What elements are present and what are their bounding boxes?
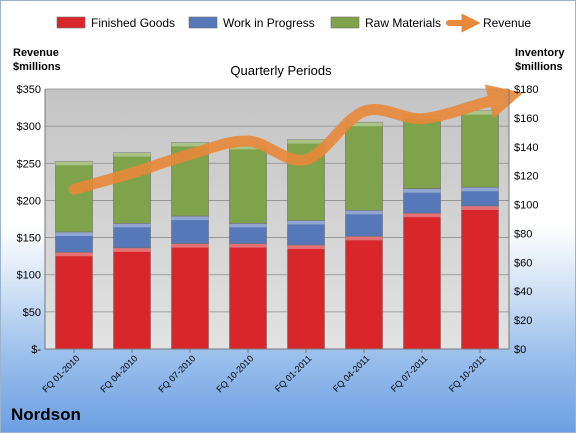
bar-segment-highlight [287, 139, 325, 144]
bar-segment-highlight [171, 216, 209, 221]
bar-segment [55, 251, 93, 350]
right-axis-tick-label: $20 [514, 315, 532, 327]
x-axis-tick-label: FQ 07-2011 [389, 353, 430, 394]
revenue-line [68, 84, 524, 195]
right-axis-tick-label: $140 [514, 142, 538, 154]
left-axis-tick-label: $100 [17, 270, 41, 282]
right-axis-tick-label: $80 [514, 228, 532, 240]
right-axis-title-line1: Inventory [515, 47, 565, 59]
bar-segment-highlight [287, 220, 325, 225]
left-axis-tick-label: $- [31, 344, 41, 356]
x-axis-tick-label: FQ 04-2010 [98, 353, 139, 394]
right-axis-tick-label: $40 [514, 286, 532, 298]
right-axis-tick-label: $0 [514, 344, 526, 356]
x-axis-tick-label: FQ 04-2011 [331, 353, 372, 394]
bar-segment [345, 121, 383, 211]
bar-segment [403, 212, 441, 350]
x-axis-tick-label: FQ 01-2011 [273, 353, 314, 394]
right-axis-title-line2: $millions [515, 61, 563, 73]
left-axis-tick-label: $150 [17, 233, 41, 245]
legend-label: Raw Materials [365, 16, 441, 30]
right-axis-tick-label: $160 [514, 113, 538, 125]
x-axis-tick-label: FQ 01-2010 [40, 353, 81, 394]
left-axis-title-line2: $millions [13, 61, 61, 73]
bar-segment-highlight [55, 252, 93, 257]
legend-label: Revenue [483, 16, 531, 30]
bar-segment [461, 205, 499, 350]
bar-segment [171, 243, 209, 350]
bar-segment-highlight [461, 206, 499, 210]
bar-segment-highlight [171, 243, 209, 248]
bar-segment [113, 223, 151, 249]
bar-segment-highlight [403, 188, 441, 193]
bar-segment-highlight [461, 110, 499, 115]
bar-segment [229, 145, 267, 224]
right-axis-tick-label: $180 [514, 84, 538, 96]
right-axis-tick-label: $60 [514, 257, 532, 269]
bar-segment-highlight [113, 247, 151, 252]
legend-swatch [56, 16, 86, 29]
x-axis-tick-label: FQ 10-2011 [447, 353, 488, 394]
right-axis-title: Inventory $millions [515, 47, 568, 73]
bar-segment-highlight [55, 232, 93, 236]
bar-segment-highlight [229, 145, 267, 150]
bar-segment [403, 188, 441, 214]
bar-segment [113, 247, 151, 350]
bar-segment [345, 210, 383, 237]
bar-segment-highlight [287, 245, 325, 249]
bar-segment [171, 215, 209, 244]
bar-segment-highlight [171, 142, 209, 147]
right-axis-tick-label: $120 [514, 171, 538, 183]
legend-label: Work in Progress [223, 16, 315, 30]
bar-segment-highlight [345, 210, 383, 215]
legend-label: Finished Goods [91, 16, 175, 30]
legend-swatch [330, 16, 360, 29]
bar-segment-highlight [113, 223, 151, 228]
x-axis-tick-label: FQ 07-2010 [156, 353, 197, 394]
left-axis-title-line1: Revenue [13, 47, 59, 59]
left-axis-tick-label: $300 [17, 121, 41, 133]
left-axis-tick-label: $200 [17, 195, 41, 207]
bar-segment-highlight [461, 187, 499, 192]
left-axis-tick-label: $350 [17, 84, 41, 96]
right-axis-tick-label: $100 [514, 200, 538, 212]
bar-segment-highlight [345, 122, 383, 127]
left-axis-title: Revenue $millions [13, 47, 62, 73]
left-axis-tick-label: $50 [23, 307, 41, 319]
bar-segment [345, 236, 383, 350]
bar-segment [55, 160, 93, 233]
legend-swatch [188, 16, 218, 29]
bar-segment [403, 114, 441, 189]
bar-segment [461, 110, 499, 188]
bar-segment-highlight [345, 236, 383, 241]
bar-segment [229, 243, 267, 350]
bar-segment [287, 244, 325, 350]
bar-segment-highlight [229, 223, 267, 228]
bar-segment-highlight [113, 152, 151, 157]
bar-segment-highlight [229, 243, 267, 248]
bar-segment-highlight [55, 161, 93, 166]
x-axis-tick-label: FQ 10-2010 [214, 353, 255, 394]
chart-subtitle: Quarterly Periods [230, 63, 332, 78]
bar-segment-highlight [403, 213, 441, 218]
left-axis-tick-label: $250 [17, 158, 41, 170]
bar-segment [287, 220, 325, 246]
company-name: Nordson [11, 405, 81, 424]
